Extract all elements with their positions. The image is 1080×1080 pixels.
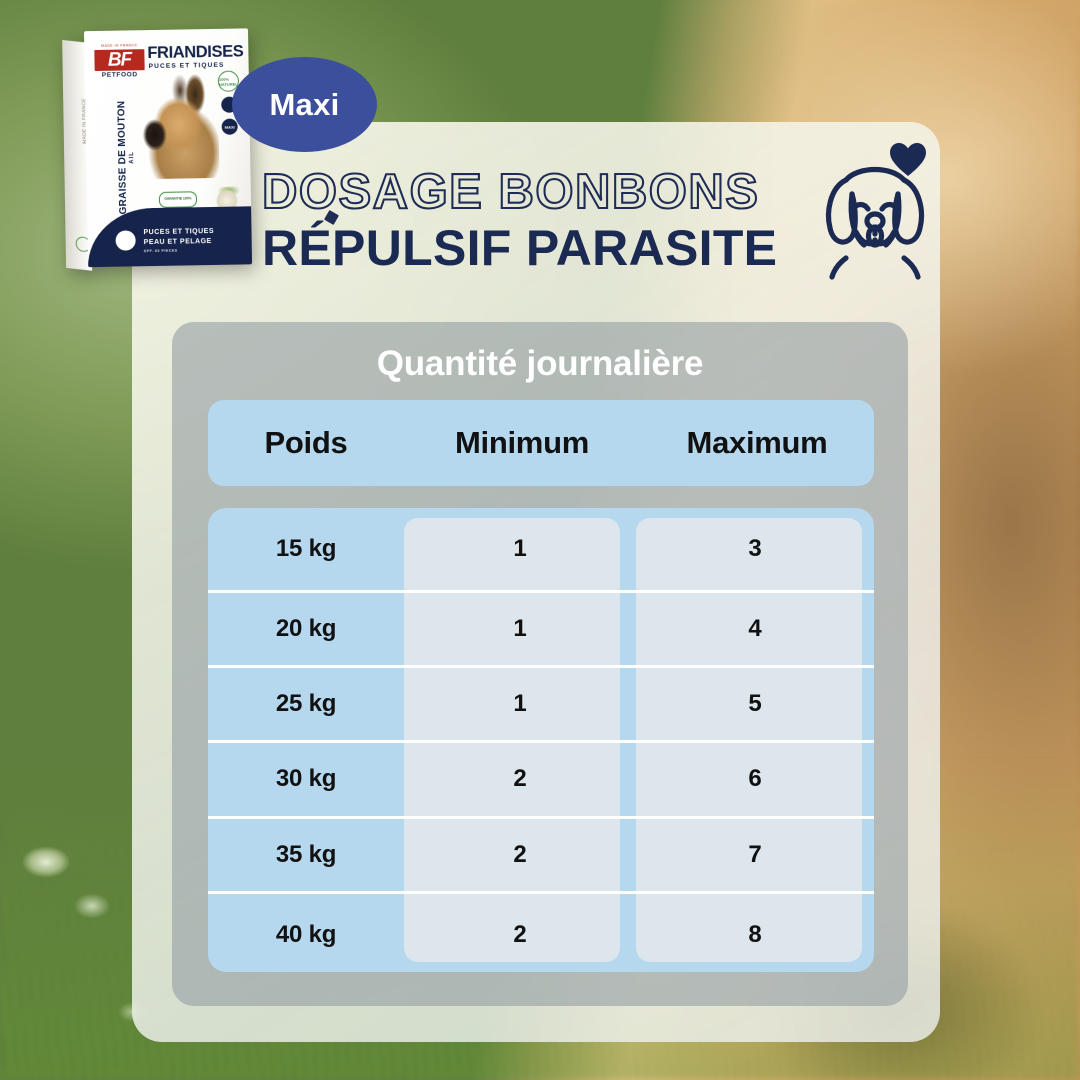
cell-maximum: 8 [748, 920, 762, 948]
column-header-poids: Poids [264, 425, 348, 460]
maxi-badge: Maxi [232, 57, 377, 152]
title-line-1: DOSAGE BONBONS [261, 165, 760, 219]
maxi-size-badge-icon: MAXI [221, 118, 238, 135]
table-row: 15 kg 1 3 [208, 508, 874, 593]
table-header-row: Poids Minimum Maximum [208, 400, 874, 486]
cell-poids: 35 kg [275, 840, 337, 868]
cell-maximum: 5 [748, 690, 762, 718]
table-row: 35 kg 2 7 [208, 819, 874, 894]
product-type-label: FRIANDISES [147, 42, 244, 63]
heart-icon [890, 143, 926, 176]
dosage-table: 15 kg 1 3 20 kg 1 4 25 kg 1 5 30 kg 2 6 … [208, 508, 874, 972]
product-box-dog-photo [131, 73, 220, 180]
bf-brand-mark: BF [94, 48, 145, 71]
cell-maximum: 3 [748, 535, 762, 562]
table-rows: 15 kg 1 3 20 kg 1 4 25 kg 1 5 30 kg 2 6 … [208, 508, 874, 972]
cell-minimum: 2 [513, 920, 527, 948]
title-line-2: RÉPULSIF PARASITE [262, 220, 778, 276]
table-row: 20 kg 1 4 [208, 593, 874, 669]
ingredient-main: GRAISSE DE MOUTON [116, 100, 130, 215]
column-header-minimum: Minimum [455, 425, 589, 460]
table-row: 25 kg 1 5 [208, 668, 874, 744]
cell-poids: 25 kg [275, 690, 337, 718]
column-header-maximum: Maximum [686, 425, 828, 460]
cell-minimum: 1 [513, 535, 527, 562]
bf-logo: MADE IN FRANCE BF PETFOOD [94, 43, 145, 78]
product-box-band-text: PUCES ET TIQUES PEAU ET PELAGE SPF. 60 P… [143, 226, 214, 254]
table-row: 40 kg 2 8 [208, 894, 874, 972]
cell-minimum: 2 [513, 840, 527, 868]
cell-minimum: 1 [513, 690, 527, 718]
panel-heading: Quantité journalière [376, 344, 704, 383]
product-box-front-panel: MADE IN FRANCE BF PETFOOD FRIANDISES PUC… [83, 28, 253, 268]
made-in-france-label: MADE IN FRANCE [101, 43, 138, 48]
band-line-2: PEAU ET PELAGE [143, 237, 212, 246]
cell-minimum: 1 [513, 615, 527, 643]
cell-maximum: 4 [748, 615, 762, 643]
cell-poids: 40 kg [275, 920, 337, 948]
cell-maximum: 7 [748, 840, 762, 868]
cell-maximum: 6 [748, 765, 762, 793]
product-subtitle-label: PUCES ET TIQUES [148, 61, 225, 71]
guarantee-badge: GARANTIE 100% [158, 191, 198, 208]
cell-poids: 30 kg [275, 765, 337, 793]
product-ingredient-label: GRAISSE DE MOUTON AIL [116, 93, 136, 221]
dog-face-icon [825, 167, 925, 280]
cell-minimum: 2 [513, 765, 527, 793]
cell-poids: 20 kg [275, 615, 337, 643]
product-box-image: MADE IN FRANCE MADE IN FRANCE BF PETFOOD… [56, 20, 253, 271]
poster-title: DOSAGE BONBONS RÉPULSIF PARASITE [261, 165, 822, 276]
cell-poids: 15 kg [275, 535, 337, 562]
maxi-badge-label: Maxi [269, 86, 340, 122]
table-row: 30 kg 2 6 [208, 743, 874, 819]
